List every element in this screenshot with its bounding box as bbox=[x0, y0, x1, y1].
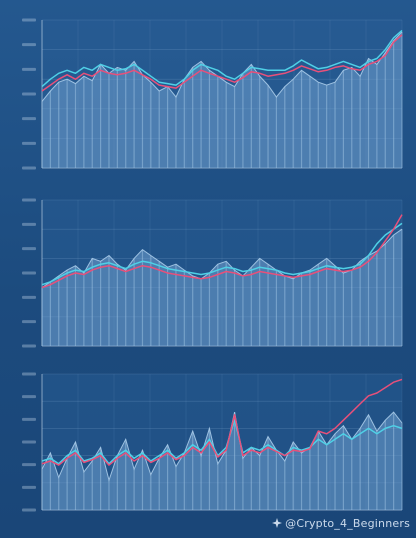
series-line-red bbox=[41, 214, 403, 289]
y-tick-mark bbox=[22, 43, 36, 47]
y-tick-mark bbox=[22, 320, 36, 324]
y-tick-mark bbox=[22, 344, 36, 348]
sparkle-icon bbox=[272, 518, 283, 528]
series-area-2 bbox=[42, 229, 402, 346]
y-tick-mark bbox=[22, 222, 36, 226]
y-tick-mark bbox=[22, 198, 36, 202]
series-line-cyan bbox=[41, 222, 403, 286]
y-tick-mark bbox=[22, 92, 36, 96]
y-tick-mark bbox=[22, 295, 36, 299]
series-area-3 bbox=[42, 412, 402, 510]
y-tick-mark bbox=[22, 395, 36, 399]
y-tick-mark bbox=[22, 372, 36, 376]
chart-2-svg bbox=[22, 198, 403, 348]
y-tick-mark bbox=[22, 485, 36, 489]
y-tick-mark bbox=[22, 440, 36, 444]
chart-panel-2 bbox=[6, 186, 410, 358]
y-tick-mark bbox=[22, 417, 36, 421]
series-line-red bbox=[41, 378, 403, 466]
series-line-red bbox=[41, 34, 403, 92]
y-tick-mark bbox=[22, 141, 36, 145]
y-tick-mark bbox=[22, 271, 36, 275]
y-tick-mark bbox=[22, 463, 36, 467]
chart-3-svg bbox=[22, 372, 403, 512]
y-tick-mark bbox=[22, 166, 36, 170]
y-tick-mark bbox=[22, 508, 36, 512]
series-line-cyan bbox=[41, 419, 403, 465]
y-tick-mark bbox=[22, 67, 36, 71]
series-area-edge bbox=[41, 411, 403, 482]
chart-panel-3 bbox=[6, 360, 410, 522]
chart-panel-1 bbox=[6, 6, 410, 180]
y-tick-mark bbox=[22, 247, 36, 251]
series-area-edge bbox=[41, 31, 403, 102]
watermark-text: @Crypto_4_Beginners bbox=[285, 517, 410, 530]
chart-1-svg bbox=[22, 18, 403, 170]
y-tick-mark bbox=[22, 117, 36, 121]
series-line-cyan bbox=[41, 29, 403, 88]
watermark: @Crypto_4_Beginners bbox=[272, 517, 410, 530]
y-tick-mark bbox=[22, 18, 36, 22]
